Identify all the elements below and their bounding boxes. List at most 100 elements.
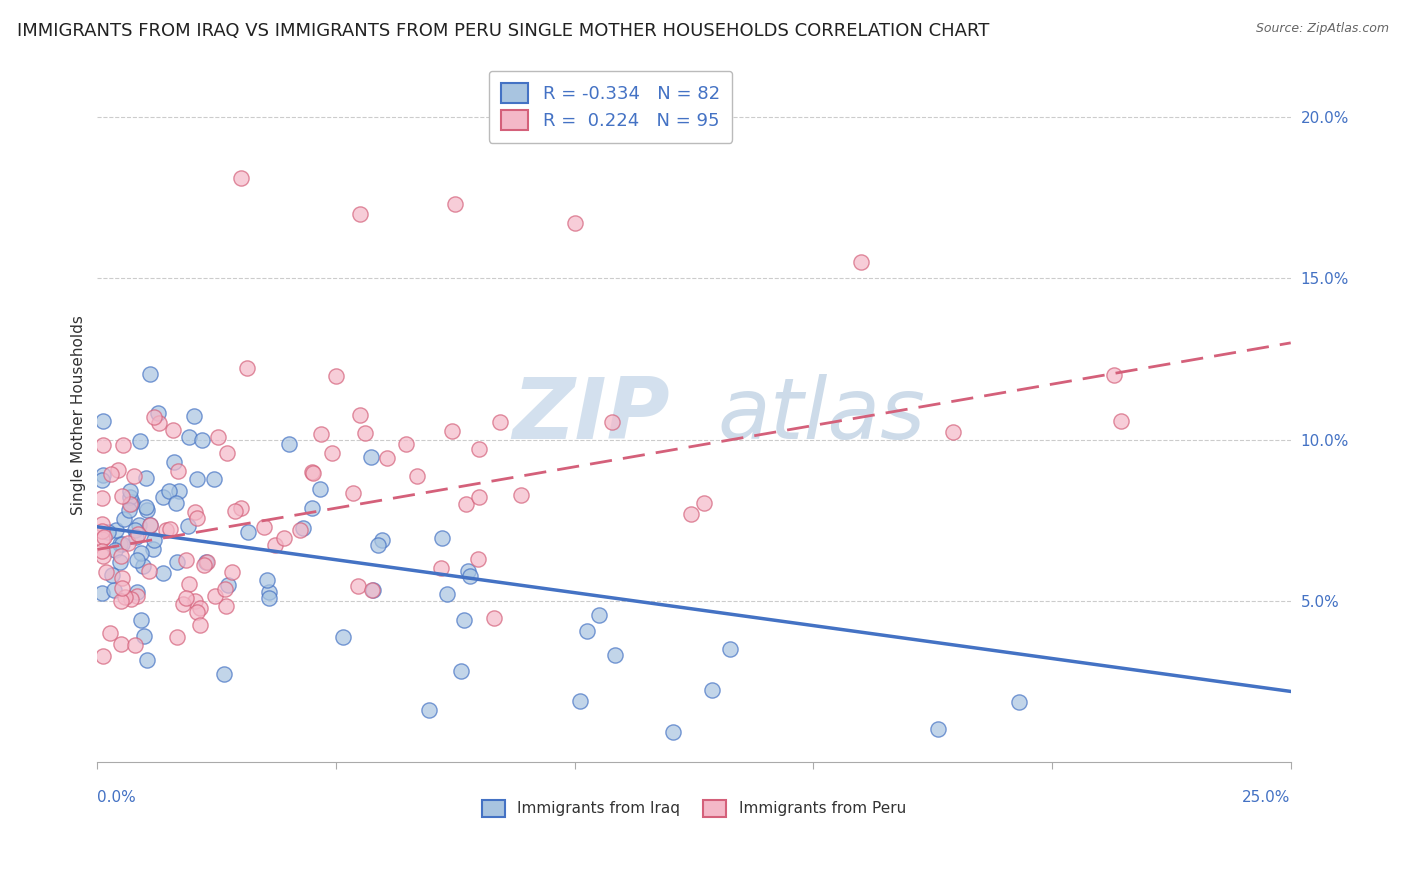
Point: [273, 531, 295, 545]
Point: [136, 653, 159, 667]
Point: [264, 538, 287, 552]
Point: [229, 171, 252, 186]
Point: [103, 543, 125, 558]
Point: [259, 585, 281, 599]
Point: [91, 532, 114, 546]
Point: [482, 611, 505, 625]
Point: [221, 566, 243, 580]
Point: [131, 559, 153, 574]
Point: [91, 516, 114, 531]
Point: [457, 564, 479, 578]
Point: [212, 667, 235, 681]
Point: [100, 567, 122, 582]
Point: [309, 426, 332, 441]
Point: [600, 415, 623, 429]
Point: [136, 503, 159, 517]
Point: [127, 589, 149, 603]
Point: [207, 430, 229, 444]
Point: [127, 526, 149, 541]
Point: [172, 598, 194, 612]
Point: [188, 601, 211, 615]
Point: [162, 423, 184, 437]
Point: [575, 624, 598, 638]
Point: [124, 524, 146, 538]
Point: [157, 484, 180, 499]
Text: ZIP: ZIP: [513, 374, 671, 457]
Point: [179, 430, 201, 444]
Point: [360, 450, 382, 464]
Point: [238, 525, 260, 540]
Point: [91, 473, 114, 487]
Point: [236, 361, 259, 376]
Point: [91, 524, 114, 539]
Point: [194, 555, 217, 569]
Point: [107, 463, 129, 477]
Point: [467, 442, 489, 456]
Point: [93, 530, 115, 544]
Point: [309, 482, 332, 496]
Point: [155, 524, 177, 538]
Point: [256, 573, 278, 587]
Point: [375, 451, 398, 466]
Point: [110, 489, 132, 503]
Point: [91, 414, 114, 428]
Point: [186, 511, 208, 525]
Point: [849, 255, 872, 269]
Point: [100, 467, 122, 482]
Point: [191, 433, 214, 447]
Point: [679, 507, 702, 521]
Point: [346, 578, 368, 592]
Point: [148, 406, 170, 420]
Point: [186, 472, 208, 486]
Point: [114, 591, 136, 605]
Point: [174, 553, 197, 567]
Point: [111, 438, 134, 452]
Point: [454, 497, 477, 511]
Point: [129, 434, 152, 448]
Point: [436, 586, 458, 600]
Point: [120, 591, 142, 606]
Point: [510, 488, 533, 502]
Point: [117, 536, 139, 550]
Point: [718, 642, 741, 657]
Point: [120, 497, 142, 511]
Point: [117, 502, 139, 516]
Point: [108, 536, 131, 550]
Point: [1008, 695, 1031, 709]
Point: [132, 629, 155, 643]
Point: [214, 582, 236, 597]
Point: [96, 565, 118, 579]
Legend: Immigrants from Iraq, Immigrants from Peru: Immigrants from Iraq, Immigrants from Pe…: [475, 792, 914, 824]
Point: [453, 613, 475, 627]
Point: [927, 722, 949, 736]
Point: [450, 664, 472, 678]
Point: [603, 648, 626, 663]
Point: [110, 594, 132, 608]
Point: [215, 446, 238, 460]
Point: [97, 525, 120, 540]
Point: [301, 465, 323, 479]
Point: [215, 599, 238, 613]
Point: [186, 605, 208, 619]
Point: [121, 495, 143, 509]
Point: [111, 571, 134, 585]
Point: [148, 416, 170, 430]
Point: [301, 500, 323, 515]
Point: [588, 607, 610, 622]
Point: [152, 566, 174, 580]
Point: [564, 216, 586, 230]
Point: [118, 490, 141, 504]
Point: [361, 582, 384, 597]
Point: [98, 626, 121, 640]
Point: [291, 521, 314, 535]
Point: [129, 546, 152, 560]
Point: [142, 409, 165, 424]
Point: [700, 682, 723, 697]
Point: [139, 367, 162, 381]
Point: [204, 589, 226, 603]
Point: [224, 504, 246, 518]
Text: atlas: atlas: [718, 374, 927, 457]
Point: [111, 537, 134, 551]
Point: [110, 549, 132, 564]
Point: [91, 544, 114, 558]
